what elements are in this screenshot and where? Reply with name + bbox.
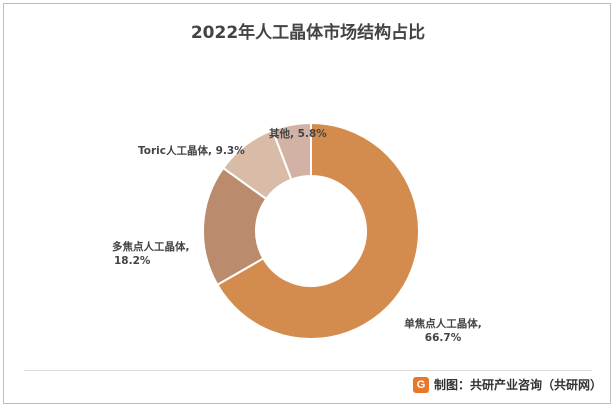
data-label-value: 66.7%	[424, 332, 462, 344]
source-text: 制图：共研产业咨询（共研网）	[433, 378, 602, 392]
chart-title: 2022年人工晶体市场结构占比	[190, 23, 426, 43]
footer-divider	[24, 370, 592, 371]
data-label-toric: Toric人工晶体, 9.3%	[138, 144, 245, 158]
data-label-multi-focal: 多焦点人工晶体, 18.2%	[112, 240, 190, 268]
brand-logo-icon: G	[412, 376, 429, 393]
slice-other	[271, 121, 312, 181]
source-credit: G 制图：共研产业咨询（共研网）	[412, 376, 602, 393]
data-label-value: 5.8%	[297, 128, 327, 140]
data-label-name: Toric人工晶体,	[138, 145, 212, 157]
data-label-name: 多焦点人工晶体,	[112, 241, 190, 253]
data-label-other: 其他, 5.8%	[269, 127, 327, 141]
data-label-name: 单焦点人工晶体,	[404, 318, 482, 330]
data-label-name: 其他,	[269, 128, 294, 140]
data-label-value: 9.3%	[215, 145, 245, 157]
data-label-single-focal: 单焦点人工晶体, 66.7%	[388, 317, 498, 345]
data-label-value: 18.2%	[114, 255, 151, 267]
slice-single-focal	[215, 121, 420, 340]
